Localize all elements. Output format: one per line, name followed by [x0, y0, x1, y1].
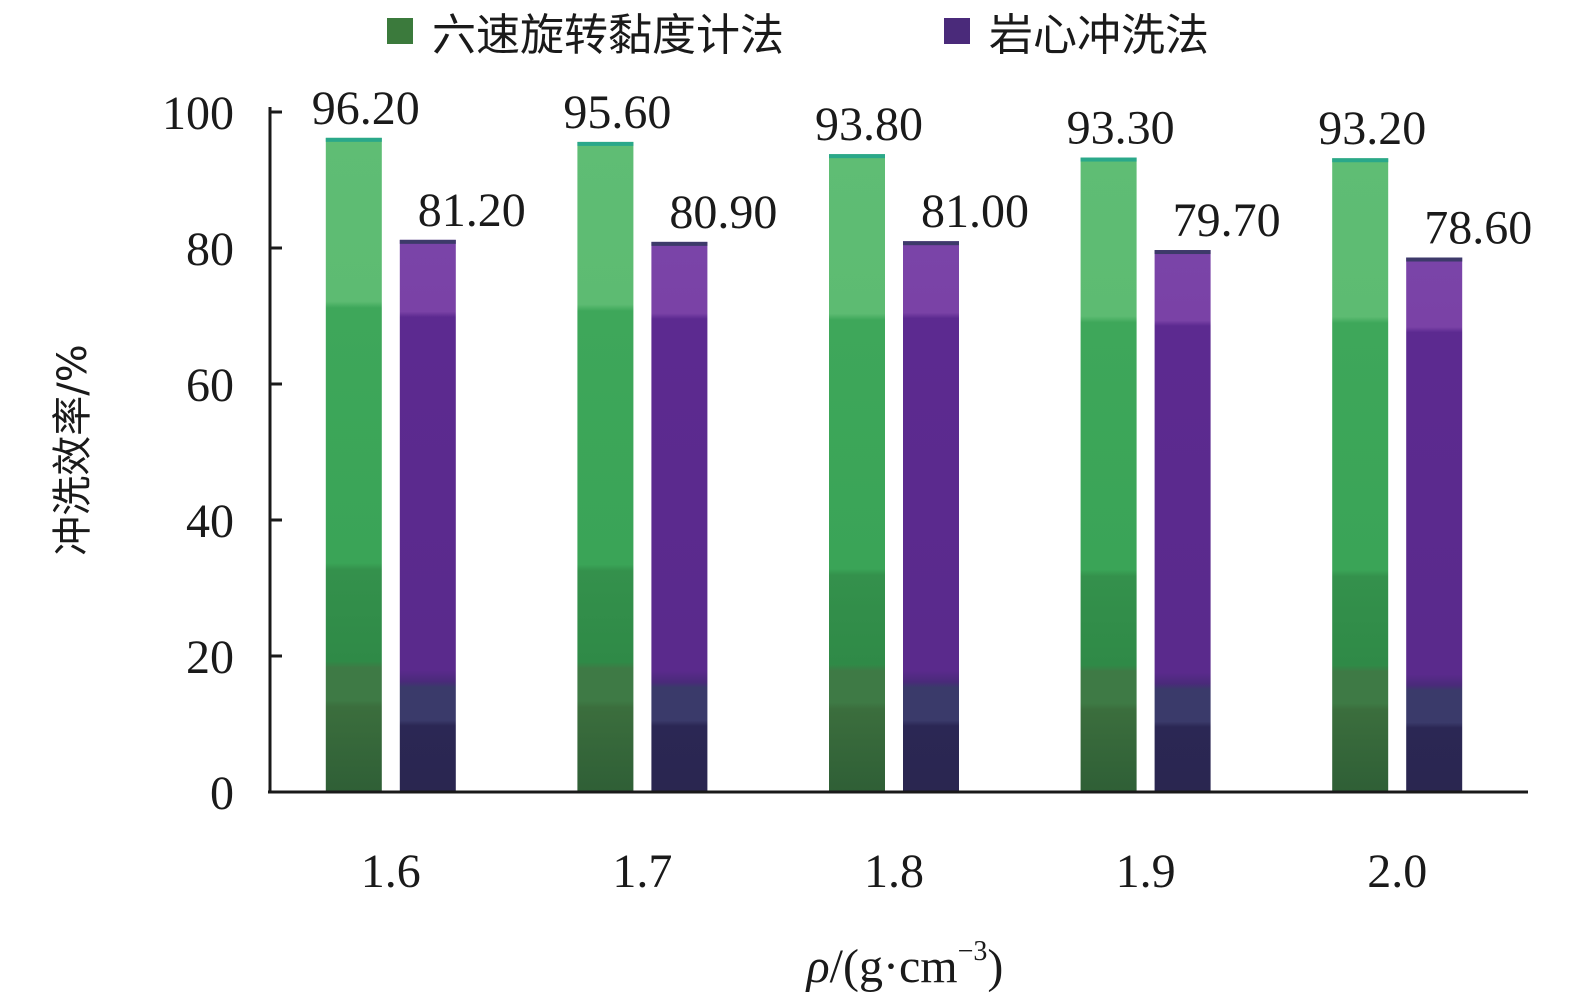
y-axis-label: 冲洗效率/% — [50, 344, 96, 555]
bar-cap-series-1 — [325, 137, 382, 142]
value-label-series-2: 79.70 — [1173, 194, 1281, 247]
legend: 六速旋转黏度计法 岩心冲洗法 — [387, 10, 1209, 61]
value-label-series-1: 96.20 — [312, 82, 420, 135]
value-label-series-1: 93.80 — [815, 98, 923, 151]
bar-cap-series-1 — [577, 141, 634, 146]
value-label-series-1: 93.20 — [1318, 102, 1426, 155]
y-tick-label: 40 — [186, 495, 234, 548]
bar-series-1 — [325, 137, 382, 793]
y-tick-label: 20 — [186, 631, 234, 684]
bar-series-1 — [1332, 158, 1389, 793]
x-axis-label-exponent: −3 — [958, 936, 988, 967]
y-tick-label: 100 — [162, 87, 234, 140]
bar-cap-series-2 — [1406, 257, 1463, 262]
bar-series-2 — [399, 239, 456, 793]
x-tick-label: 1.6 — [361, 845, 421, 898]
value-label-series-1: 93.30 — [1067, 102, 1175, 155]
bar-cap-series-2 — [1154, 250, 1211, 255]
y-axis-ticks: 0 20 40 60 80 100 — [162, 87, 282, 820]
bar-cap-series-1 — [1332, 158, 1389, 163]
x-tick-label: 1.8 — [864, 845, 924, 898]
legend-label-series-2: 岩心冲洗法 — [989, 10, 1209, 61]
x-tick-label: 2.0 — [1367, 845, 1427, 898]
bar-series-2 — [903, 241, 959, 792]
value-labels: 96.20 81.20 95.60 80.90 93.80 81.00 93.30 79.70… — [312, 82, 1532, 255]
bar-cap-series-2 — [651, 241, 708, 246]
bar-cap-series-2 — [903, 241, 959, 246]
bar-cap-series-1 — [829, 154, 885, 159]
x-axis-label-unit: /(g·cm — [830, 940, 958, 993]
x-axis-label-close: ) — [987, 940, 1003, 993]
x-axis-label: ρ/(g·cm−3) — [805, 936, 1004, 993]
bar-cap-series-1 — [1080, 157, 1137, 162]
bar-cap-series-2 — [399, 239, 456, 244]
x-tick-label: 1.9 — [1116, 845, 1176, 898]
x-axis-ticks: 1.6 1.7 1.8 1.9 2.0 — [361, 845, 1427, 898]
legend-swatch-series-1 — [387, 18, 413, 44]
y-tick-label: 60 — [186, 359, 234, 412]
value-label-series-1: 95.60 — [563, 86, 671, 139]
y-tick-label: 0 — [210, 767, 234, 820]
value-label-series-2: 81.00 — [921, 185, 1029, 238]
x-tick-label: 1.7 — [612, 845, 672, 898]
legend-label-series-1: 六速旋转黏度计法 — [432, 10, 784, 61]
bar-series-1 — [1080, 157, 1137, 792]
x-axis-label-symbol: ρ — [805, 940, 830, 993]
bar-series-1 — [577, 141, 634, 793]
value-label-series-2: 80.90 — [669, 186, 777, 239]
value-label-series-2: 78.60 — [1424, 202, 1532, 255]
bars — [325, 137, 1463, 793]
y-tick-label: 80 — [186, 223, 234, 276]
bar-series-1 — [829, 154, 885, 792]
bar-series-2 — [651, 241, 708, 792]
value-label-series-2: 81.20 — [418, 184, 526, 237]
bar-series-2 — [1154, 250, 1211, 793]
bar-series-2 — [1406, 257, 1463, 792]
legend-swatch-series-2 — [944, 18, 970, 44]
